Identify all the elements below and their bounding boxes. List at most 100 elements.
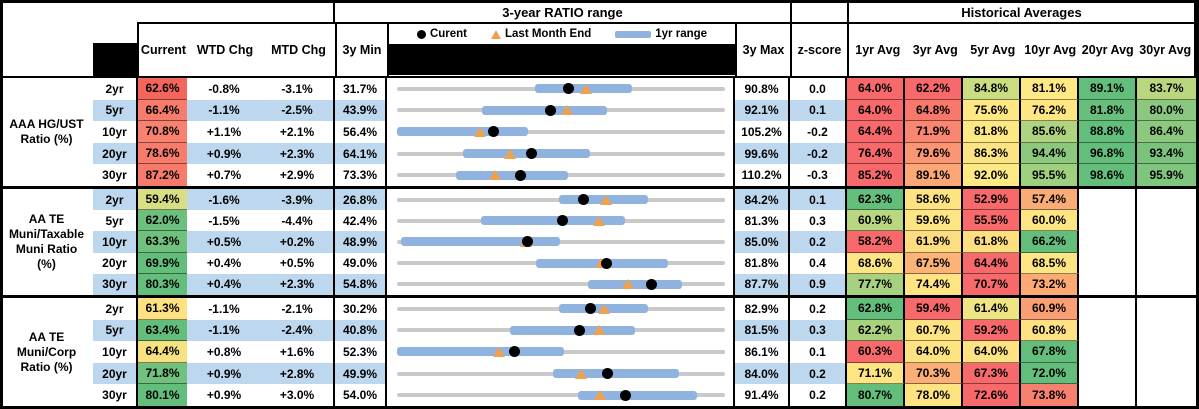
term-label: 30yr — [93, 384, 138, 406]
3y-max-cell: 82.9% — [735, 298, 790, 320]
3y-min-cell: 54.0% — [335, 384, 387, 406]
avg-cell: 93.4% — [1137, 142, 1196, 165]
mtd-chg-cell: +3.0% — [261, 384, 335, 406]
avg-cell: 60.7% — [905, 319, 963, 342]
mtd-chg-cell: +2.3% — [261, 142, 335, 165]
group-separator-2 — [0, 295, 1199, 298]
avg-cell: 81.8% — [1079, 99, 1137, 122]
range-chart — [387, 78, 735, 100]
mtd-chg-cell: +2.3% — [261, 273, 335, 295]
col-header-20yr-avg: 20yr Avg — [1081, 43, 1134, 57]
range-chart — [387, 189, 735, 211]
one-year-range-bar — [577, 390, 697, 400]
z-score-cell: 0.2 — [790, 362, 847, 385]
one-year-range-bar-icon — [615, 30, 652, 38]
legend-1yr-range-label: 1yr range — [655, 28, 708, 40]
current-value-marker — [522, 236, 534, 248]
avg-cell: 64.4% — [847, 121, 905, 143]
avg-cell: 81.8% — [963, 121, 1021, 143]
avg-cell: 85.6% — [1021, 121, 1079, 143]
last-month-end-marker — [597, 303, 610, 314]
group-label: AA TE Muni/Corp Ratio (%) — [0, 298, 95, 406]
avg-cell: 75.6% — [963, 99, 1021, 122]
historical-averages-title: Historical Averages — [961, 4, 1082, 20]
avg-cell: 80.0% — [1137, 99, 1196, 122]
3y-max-cell: 99.6% — [735, 142, 790, 165]
avg-cell: 76.4% — [847, 142, 905, 165]
one-year-range-bar — [509, 325, 636, 335]
avg-cell: 60.0% — [1021, 210, 1079, 232]
one-year-range-bar — [588, 279, 683, 289]
current-value-cell: 63.3% — [138, 231, 187, 253]
avg-cell: 62.8% — [847, 298, 905, 320]
z-score-cell: 0.2 — [790, 298, 847, 320]
last-month-end-marker — [473, 126, 486, 137]
one-year-range-bar — [552, 369, 679, 379]
avg-cell — [1079, 189, 1137, 211]
term-label: 2yr — [93, 298, 138, 320]
wtd-chg-cell: +0.7% — [187, 164, 261, 186]
one-year-range-bar — [455, 170, 568, 180]
avg-cell: 64.0% — [905, 341, 963, 363]
term-label: 5yr — [93, 319, 138, 342]
range-chart — [387, 384, 735, 406]
current-value-cell: 78.6% — [138, 142, 187, 165]
avg-cell: 77.7% — [847, 273, 905, 295]
col-header-10yr-avg: 10yr Avg — [1024, 43, 1077, 57]
3y-min-cell: 73.3% — [335, 164, 387, 186]
3y-max-cell: 84.0% — [735, 362, 790, 385]
z-score-cell: 0.3 — [790, 210, 847, 232]
group-label: AAA HG/UST Ratio (%) — [0, 78, 95, 186]
z-score-cell: -0.2 — [790, 142, 847, 165]
current-dot-icon — [416, 29, 426, 39]
avg-cell: 80.7% — [847, 384, 905, 406]
avg-cell: 71.1% — [847, 362, 905, 385]
chart-header-black-band — [389, 44, 735, 75]
avg-cell: 88.8% — [1079, 121, 1137, 143]
term-label: 10yr — [93, 121, 138, 143]
avg-cell: 73.8% — [1021, 384, 1079, 406]
avg-cell: 62.2% — [847, 319, 905, 342]
avg-cell — [1137, 231, 1196, 253]
last-month-end-marker — [561, 105, 574, 116]
range-chart — [387, 298, 735, 320]
term-label: 2yr — [93, 189, 138, 211]
avg-cell: 84.8% — [963, 78, 1021, 100]
avg-cell: 64.0% — [847, 99, 905, 122]
3y-min-cell: 49.0% — [335, 252, 387, 274]
legend-current-label: Curent — [429, 28, 468, 40]
legend-last-month-label: Last Month End — [505, 28, 592, 40]
legend-last-month-end: Last Month End — [491, 28, 591, 40]
last-month-end-marker — [488, 170, 501, 181]
avg-cell — [1079, 210, 1137, 232]
current-value-marker — [577, 194, 589, 206]
avg-cell — [1079, 231, 1137, 253]
wtd-chg-cell: -0.8% — [187, 78, 261, 100]
term-label: 2yr — [93, 78, 138, 100]
3y-max-cell: 90.8% — [735, 78, 790, 100]
change-columns-header-box: Current WTD Chg MTD Chg — [137, 22, 337, 78]
wtd-chg-cell: -1.6% — [187, 189, 261, 211]
avg-cell — [1079, 298, 1137, 320]
three-year-range-track — [397, 393, 725, 398]
last-month-end-marker — [622, 279, 635, 290]
col-header-z-score-box: z-score — [790, 22, 849, 78]
range-chart — [387, 142, 735, 165]
avg-cell: 96.8% — [1079, 142, 1137, 165]
term-label: 20yr — [93, 362, 138, 385]
group-rows: 2yr 61.3% -1.1% -2.1% 30.2% 82.9% 0.2 62.8% 59.4… — [93, 298, 1196, 406]
current-value-marker — [600, 257, 612, 269]
wtd-chg-cell: +0.4% — [187, 252, 261, 274]
last-month-end-marker — [593, 390, 606, 401]
3y-min-cell: 56.4% — [335, 121, 387, 143]
avg-cell: 64.0% — [963, 341, 1021, 363]
col-header-1yr-avg: 1yr Avg — [855, 43, 901, 57]
current-value-marker — [515, 169, 527, 181]
3y-min-cell: 40.8% — [335, 319, 387, 342]
3y-min-cell: 26.8% — [335, 189, 387, 211]
ratio-range-title-box: 3-year RATIO range — [333, 0, 792, 24]
term-column-black-band — [93, 43, 138, 76]
avg-cell — [1137, 252, 1196, 274]
range-chart — [387, 252, 735, 274]
term-label: 5yr — [93, 210, 138, 232]
